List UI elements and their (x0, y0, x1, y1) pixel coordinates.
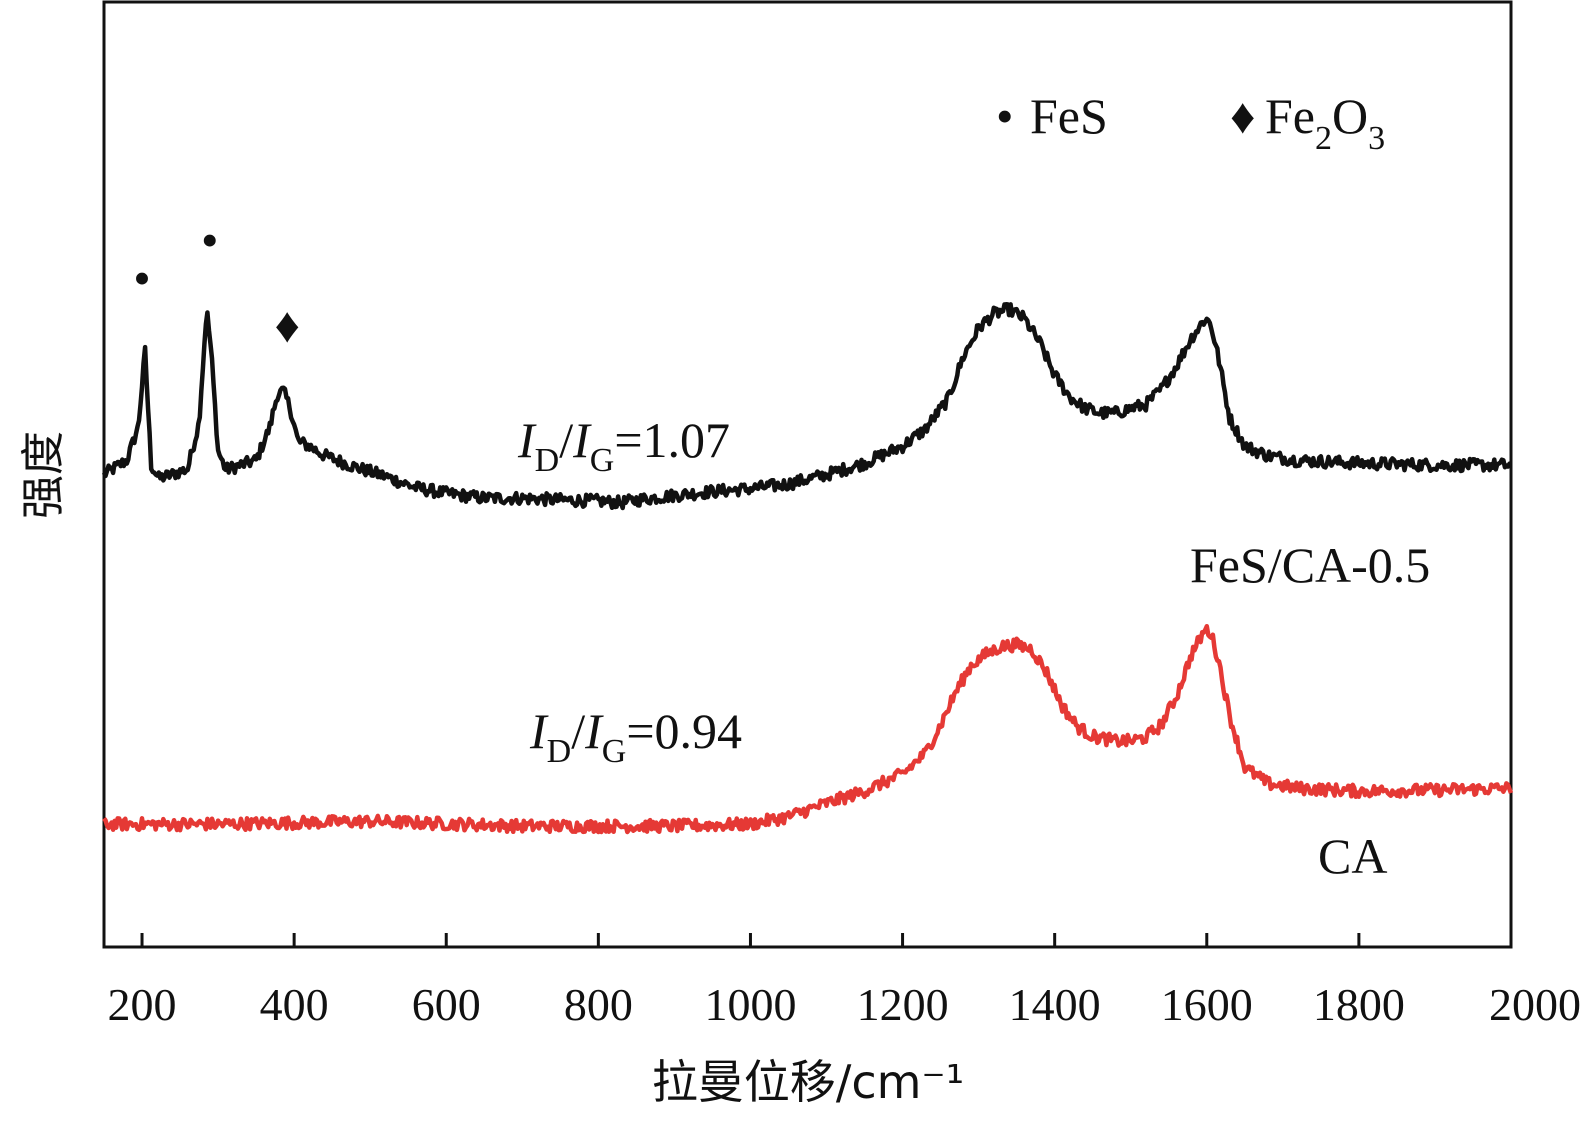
series-layer (101, 302, 1514, 835)
legend-label-fes: FeS (1030, 88, 1108, 144)
series-line-ca (102, 623, 1514, 835)
peak-marker-fes-0: • (133, 250, 151, 306)
series-line-fes-ca-0-5 (101, 302, 1512, 511)
legend-marker-fe2o3: ♦ (1230, 88, 1256, 144)
x-axis-ticks: 200 400 600 800 1000 1200 1400 1600 1800 2000 (108, 933, 1581, 1030)
x-tick-label-400: 400 (260, 979, 329, 1030)
y-axis-label: 强度 (18, 431, 69, 519)
x-axis-label: 拉曼位移/cm⁻¹ (652, 1055, 964, 1109)
svg-text:ID/IG=0.94: ID/IG=0.94 (529, 703, 742, 770)
series-label-fes-ca: FeS/CA-0.5 (1190, 537, 1430, 593)
x-tick-label-1200: 1200 (857, 979, 949, 1030)
x-tick-label-600: 600 (412, 979, 481, 1030)
peak-marker-fes-1: • (201, 212, 219, 268)
x-tick-label-1800: 1800 (1313, 979, 1405, 1030)
ratio-label-fes-ca: ID/IG=1.07 (517, 412, 730, 479)
peak-marker-fe2o3-2: ♦ (275, 297, 301, 353)
x-tick-label-1400: 1400 (1009, 979, 1101, 1030)
x-tick-label-1600: 1600 (1161, 979, 1253, 1030)
series-label-ca: CA (1318, 828, 1387, 884)
legend: • FeS ♦ Fe2O3 (996, 88, 1385, 157)
x-tick-label-1000: 1000 (704, 979, 796, 1030)
x-tick-label-800: 800 (564, 979, 633, 1030)
x-tick-label-200: 200 (108, 979, 177, 1030)
ratio-label-ca: ID/IG=0.94 (529, 703, 742, 770)
peak-markers: • • ♦ (133, 212, 300, 353)
svg-text:ID/IG=1.07: ID/IG=1.07 (517, 412, 730, 479)
legend-marker-fes: • (996, 88, 1014, 144)
x-tick-label-2000: 2000 (1489, 979, 1581, 1030)
legend-label-fe2o3: Fe2O3 (1265, 88, 1385, 157)
